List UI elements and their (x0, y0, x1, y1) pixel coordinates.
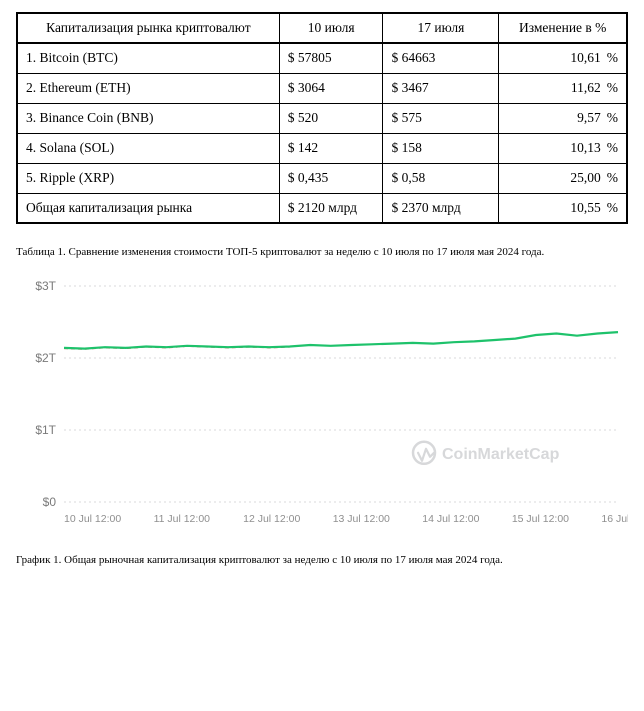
cell-chg: 10,61% (499, 43, 627, 73)
table-row: 2. Ethereum (ETH)$ 3064$ 346711,62% (17, 73, 627, 103)
svg-text:10 Jul 12:00: 10 Jul 12:00 (64, 513, 121, 525)
table-caption: Таблица 1. Сравнение изменения стоимости… (16, 246, 628, 258)
cell-d1: $ 142 (279, 133, 383, 163)
cell-name: 1. Bitcoin (BTC) (17, 43, 279, 73)
cell-d2: $ 3467 (383, 73, 499, 103)
marketcap-chart: $0 $1T $2T $3T 10 Jul 12:00 11 Jul 12:00 12 Ju… (16, 272, 628, 532)
cell-name: 3. Binance Coin (BNB) (17, 103, 279, 133)
cell-name: 5. Ripple (XRP) (17, 163, 279, 193)
svg-text:11 Jul 12:00: 11 Jul 12:00 (154, 513, 211, 525)
svg-text:15 Jul 12:00: 15 Jul 12:00 (512, 513, 569, 525)
svg-text:$0: $0 (43, 495, 57, 509)
table-row: 3. Binance Coin (BNB)$ 520$ 5759,57% (17, 103, 627, 133)
cell-chg: 10,13% (499, 133, 627, 163)
cell-d2: $ 2370 млрд (383, 193, 499, 223)
svg-text:CoinMarketCap: CoinMarketCap (442, 446, 560, 463)
cell-d1: $ 2120 млрд (279, 193, 383, 223)
cell-chg: 10,55% (499, 193, 627, 223)
col-header-d1: 10 июля (279, 13, 383, 43)
svg-text:13 Jul 12:00: 13 Jul 12:00 (333, 513, 390, 525)
svg-text:12 Jul 12:00: 12 Jul 12:00 (243, 513, 300, 525)
svg-text:$3T: $3T (35, 279, 56, 293)
cell-d1: $ 0,435 (279, 163, 383, 193)
svg-text:$2T: $2T (35, 351, 56, 365)
cell-d2: $ 64663 (383, 43, 499, 73)
table-row: Общая капитализация рынка$ 2120 млрд$ 23… (17, 193, 627, 223)
cell-chg: 9,57% (499, 103, 627, 133)
table-row: 5. Ripple (XRP)$ 0,435$ 0,5825,00% (17, 163, 627, 193)
cell-name: 4. Solana (SOL) (17, 133, 279, 163)
chart-caption: График 1. Общая рыночная капитализация к… (16, 554, 628, 566)
cell-chg: 11,62% (499, 73, 627, 103)
table-row: 1. Bitcoin (BTC)$ 57805$ 6466310,61% (17, 43, 627, 73)
table-row: 4. Solana (SOL)$ 142$ 15810,13% (17, 133, 627, 163)
cell-name: Общая капитализация рынка (17, 193, 279, 223)
cell-name: 2. Ethereum (ETH) (17, 73, 279, 103)
col-header-chg: Изменение в % (499, 13, 627, 43)
cell-d1: $ 3064 (279, 73, 383, 103)
cell-d1: $ 57805 (279, 43, 383, 73)
svg-text:14 Jul 12:00: 14 Jul 12:00 (422, 513, 479, 525)
svg-text:$1T: $1T (35, 423, 56, 437)
table-header-row: Капитализация рынка криптовалют 10 июля … (17, 13, 627, 43)
svg-text:16 Jul 12:00: 16 Jul 12:00 (601, 513, 628, 525)
cell-d2: $ 158 (383, 133, 499, 163)
cell-d1: $ 520 (279, 103, 383, 133)
col-header-d2: 17 июля (383, 13, 499, 43)
cell-d2: $ 0,58 (383, 163, 499, 193)
col-header-name: Капитализация рынка криптовалют (17, 13, 279, 43)
cell-chg: 25,00% (499, 163, 627, 193)
crypto-table: Капитализация рынка криптовалют 10 июля … (16, 12, 628, 224)
cell-d2: $ 575 (383, 103, 499, 133)
